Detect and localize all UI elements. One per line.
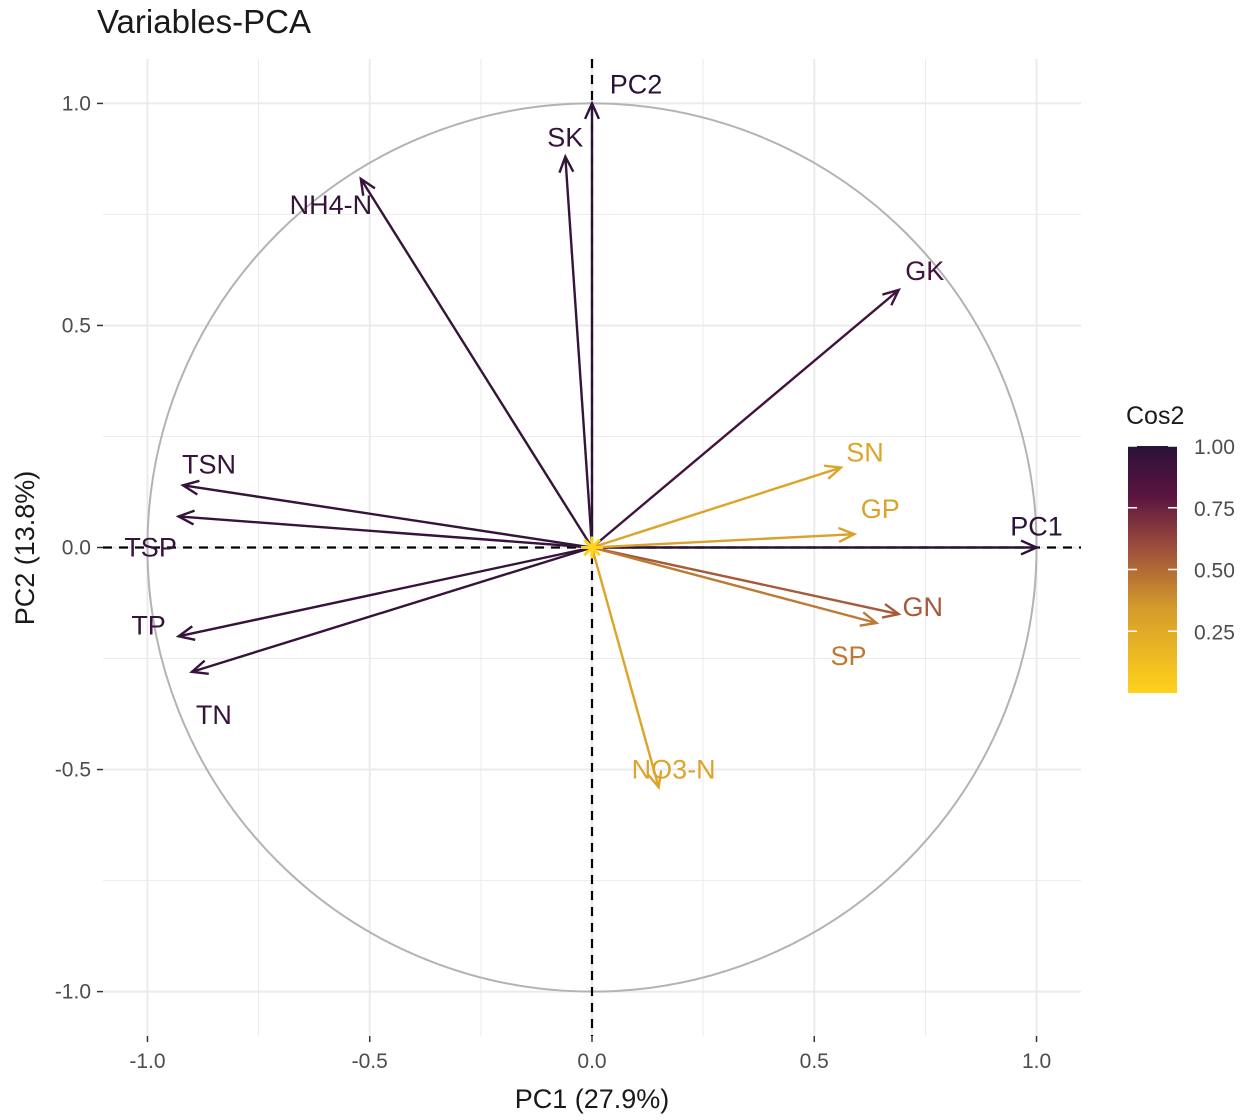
legend-title: Cos2 bbox=[1126, 402, 1184, 430]
arrow-no3-n bbox=[590, 547, 663, 791]
variable-arrows bbox=[175, 100, 1040, 791]
variable-label-sn: SN bbox=[846, 438, 884, 468]
x-axis-title: PC1 (27.9%) bbox=[515, 1084, 670, 1114]
y-tick-label: 0.0 bbox=[62, 537, 91, 560]
variable-label-nh4-n: NH4-N bbox=[290, 190, 373, 220]
arrow-gp bbox=[591, 526, 858, 549]
arrow-PC2 bbox=[583, 100, 601, 548]
arrow-tsn bbox=[180, 479, 593, 549]
arrow-tn bbox=[189, 546, 593, 676]
axis-label-pc2: PC2 bbox=[610, 69, 663, 99]
variable-label-gk: GK bbox=[905, 256, 944, 286]
y-tick-label: 1.0 bbox=[62, 92, 91, 115]
variable-label-tsp: TSP bbox=[124, 532, 177, 562]
arrow-gn bbox=[591, 546, 902, 619]
x-tick-label: -0.5 bbox=[352, 1050, 388, 1073]
arrow-nh4-n bbox=[359, 176, 594, 549]
arrow-tsp bbox=[175, 509, 593, 549]
y-tick-label: -1.0 bbox=[55, 981, 91, 1004]
chart-title: Variables-PCA bbox=[97, 3, 311, 40]
y-tick-label: 0.5 bbox=[62, 314, 91, 337]
arrow-tp bbox=[175, 546, 593, 642]
arrow-sk bbox=[558, 153, 594, 548]
x-tick-label: 0.0 bbox=[577, 1050, 606, 1073]
variable-label-tp: TP bbox=[131, 610, 166, 640]
variable-label-gn: GN bbox=[902, 592, 943, 622]
origin-marker bbox=[581, 536, 603, 559]
y-axis-title: PC2 (13.8%) bbox=[10, 471, 40, 626]
axis-ticks: -1.0 -0.5 0.0 0.5 1.0 -1.0 -0.5 0.0 0.5 1.0 bbox=[55, 92, 1051, 1073]
variable-label-sp: SP bbox=[830, 641, 866, 671]
variable-label-sk: SK bbox=[547, 123, 583, 153]
legend-tick-label: 1.00 bbox=[1194, 436, 1235, 459]
cos2-legend: Cos2 1.00 0.75 0.50 0.25 bbox=[1126, 402, 1235, 693]
axis-label-pc1: PC1 bbox=[1010, 512, 1063, 542]
arrow-sp bbox=[591, 546, 880, 627]
arrow-sn bbox=[591, 464, 844, 549]
arrow-gk bbox=[591, 288, 901, 549]
legend-tick-label: 0.25 bbox=[1194, 621, 1235, 644]
variable-labels: PC1 PC2 SK NH4-N GK SN GP GN SP NO3-N TSN TSP TP TN bbox=[124, 69, 1062, 784]
x-tick-label: 1.0 bbox=[1022, 1050, 1051, 1073]
variable-label-gp: GP bbox=[861, 494, 900, 524]
x-tick-label: -1.0 bbox=[129, 1050, 165, 1073]
legend-ticks: 1.00 0.75 0.50 0.25 bbox=[1128, 436, 1235, 644]
variable-label-no3-n: NO3-N bbox=[632, 754, 716, 784]
legend-tick-label: 0.50 bbox=[1194, 560, 1235, 583]
arrow-PC1 bbox=[592, 539, 1040, 556]
variable-label-tsn: TSN bbox=[182, 449, 236, 479]
y-tick-label: -0.5 bbox=[55, 759, 91, 782]
x-tick-label: 0.5 bbox=[800, 1050, 829, 1073]
variable-label-tn: TN bbox=[196, 700, 232, 730]
legend-tick-label: 0.75 bbox=[1194, 498, 1235, 521]
